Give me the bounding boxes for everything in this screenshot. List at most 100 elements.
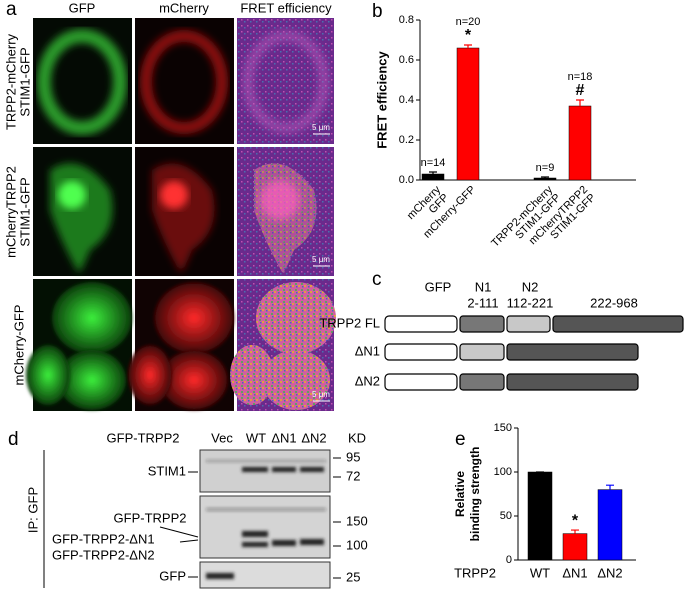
domain-diagram: c GFP N1 2-111 N2 112-221 222-968 TRPP2 … xyxy=(319,269,684,391)
column-label: GFP xyxy=(69,0,96,15)
marker-label: 100 xyxy=(346,537,368,552)
gfp-domain xyxy=(384,315,458,333)
band xyxy=(242,531,268,537)
y-tick-label: 150 xyxy=(494,422,512,434)
y-tick-label: 0.8 xyxy=(399,14,414,26)
y-tick-label: 100 xyxy=(494,466,512,478)
panel-label: e xyxy=(455,429,466,450)
lane-label: ΔN1 xyxy=(271,430,296,445)
x-axis-label: TRPP2 xyxy=(454,565,496,580)
band xyxy=(300,539,324,545)
cell xyxy=(26,345,70,405)
gfp-domain xyxy=(384,373,458,391)
microscopy-panel: a GFP mCherry FRET efficiency TRPP2-mChe… xyxy=(3,0,336,411)
y-axis-label: binding strength xyxy=(468,447,482,542)
marker-label: 25 xyxy=(346,569,360,584)
column-label: mCherry xyxy=(159,0,209,15)
bait-label: GFP-TRPP2 xyxy=(107,430,180,445)
core-domain xyxy=(506,343,639,361)
cell xyxy=(128,345,172,405)
n1-domain xyxy=(459,373,505,391)
panel-label: a xyxy=(6,0,17,20)
unit-label: KD xyxy=(348,430,366,445)
error-bar xyxy=(571,529,579,534)
ip-label: IP: GFP xyxy=(25,487,40,533)
cell xyxy=(140,30,228,134)
n2-domain xyxy=(459,343,505,361)
panel-label: d xyxy=(8,429,19,450)
significance-label: * xyxy=(465,27,472,44)
bar xyxy=(456,47,480,181)
domain-label: GFP xyxy=(425,279,452,294)
marker-label: 150 xyxy=(346,513,368,528)
error-bar xyxy=(576,99,584,106)
band-label: STIM1 xyxy=(148,463,186,478)
cell xyxy=(37,29,127,135)
construct-label: ΔN1 xyxy=(355,343,380,358)
construct-label: ΔN2 xyxy=(355,373,380,388)
band-label: GFP-TRPP2-ΔN2 xyxy=(52,547,155,562)
bar xyxy=(533,177,557,181)
lane-label: Vec xyxy=(211,430,233,445)
gfp-domain xyxy=(384,343,458,361)
y-tick-label: 0.6 xyxy=(399,54,414,66)
core-domain xyxy=(552,315,684,333)
error-bar xyxy=(429,171,437,174)
cell-core xyxy=(160,181,188,209)
marker-label: 95 xyxy=(346,449,360,464)
column-label: FRET efficiency xyxy=(240,0,332,15)
band xyxy=(206,508,326,511)
cell xyxy=(256,282,336,354)
significance-label: * xyxy=(572,512,579,529)
domain-label: N2 xyxy=(522,279,539,294)
marker-label: 72 xyxy=(346,468,360,483)
n-label: n=20 xyxy=(456,16,481,28)
y-tick-label: 0.2 xyxy=(399,134,414,146)
construct-label: TRPP2 FL xyxy=(319,315,380,330)
band xyxy=(272,540,296,546)
y-tick-label: 0.4 xyxy=(399,94,414,106)
cell xyxy=(243,31,329,133)
n-label: n=14 xyxy=(421,157,446,169)
n1-domain xyxy=(459,315,505,333)
error-bar xyxy=(606,484,614,490)
cell xyxy=(160,350,228,410)
y-tick-label: 50 xyxy=(500,510,512,522)
band xyxy=(300,467,324,472)
bar xyxy=(562,533,588,561)
arrow xyxy=(179,539,199,543)
domain-range: 112-221 xyxy=(507,295,554,310)
lane-label: ΔN2 xyxy=(301,430,326,445)
y-axis-label: Relative xyxy=(453,471,467,517)
cell-core xyxy=(58,181,86,209)
band xyxy=(242,542,268,547)
panel-label: b xyxy=(372,1,383,22)
lane-label: WT xyxy=(246,430,266,445)
band xyxy=(242,467,268,472)
cell xyxy=(154,282,234,354)
scale-bar-label: 5 μm xyxy=(312,255,330,264)
row-label: STIM1-GFP xyxy=(17,47,32,116)
bar xyxy=(568,105,592,181)
n-label: n=18 xyxy=(568,71,593,83)
scale-bar-label: 5 μm xyxy=(312,390,330,399)
y-tick-label: 0 xyxy=(506,554,512,566)
domain-label: N1 xyxy=(475,279,492,294)
band-label: GFP-TRPP2 xyxy=(114,510,187,525)
band xyxy=(272,467,296,472)
cell xyxy=(262,350,330,410)
scale-bar-label: 5 μm xyxy=(312,123,330,132)
row-label: TRPP2-mCherry xyxy=(3,33,18,130)
error-bar xyxy=(464,44,472,48)
x-tick-label: ΔN2 xyxy=(597,565,622,580)
x-tick-label: ΔN1 xyxy=(562,565,587,580)
bar xyxy=(597,489,623,561)
arrow xyxy=(159,526,199,538)
error-bar xyxy=(541,176,549,178)
domain-range: 222-968 xyxy=(590,295,638,310)
bar xyxy=(421,173,445,181)
cell xyxy=(230,345,274,405)
core-domain xyxy=(506,373,639,391)
significance-label: # xyxy=(576,82,585,99)
